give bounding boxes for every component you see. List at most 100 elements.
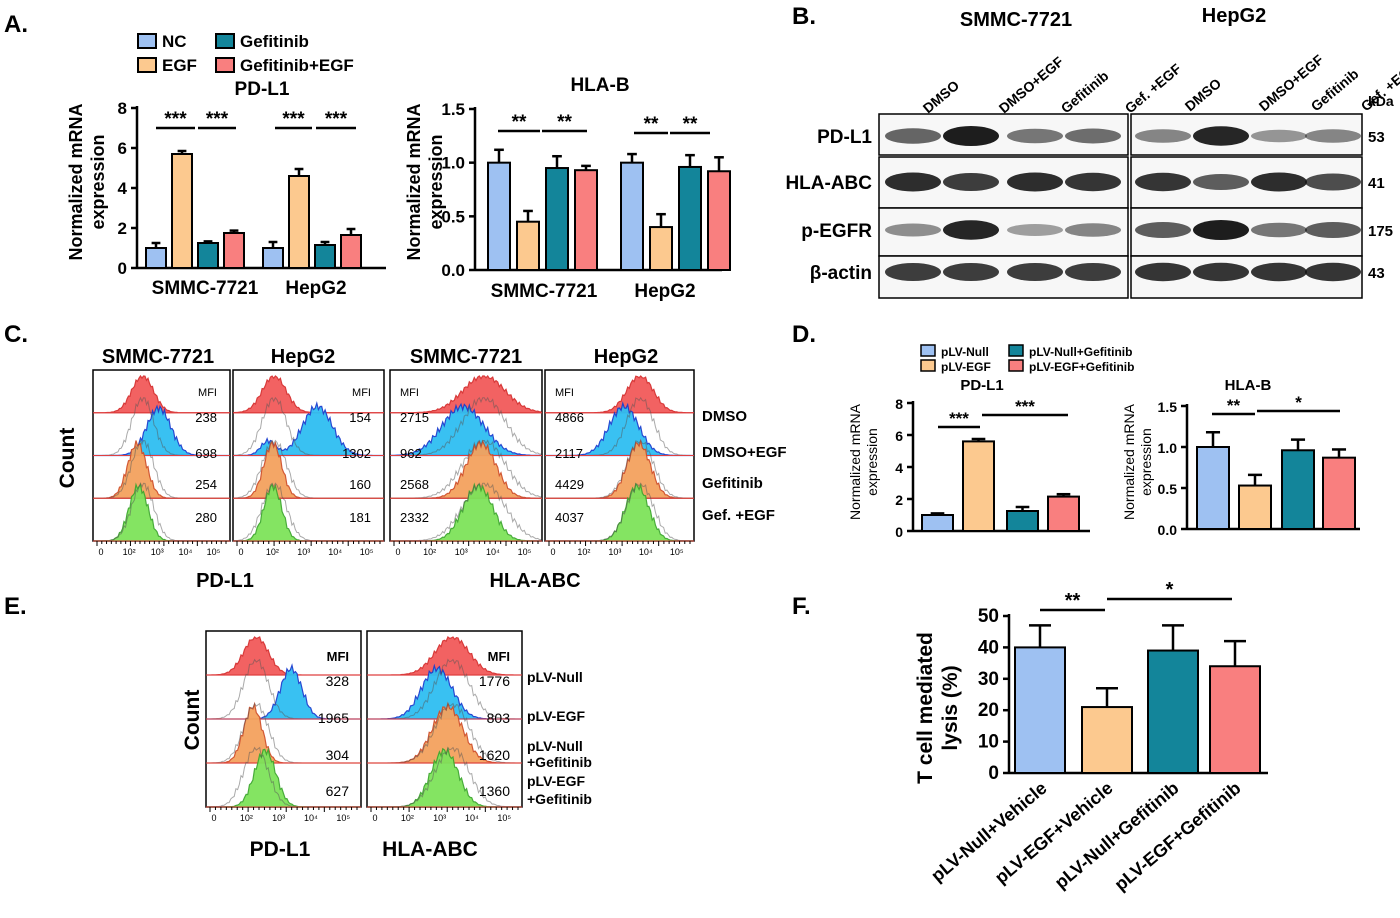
y-axis-label: expression [88, 134, 108, 229]
x-tick-label: 10⁴ [465, 813, 479, 823]
mfi-header: MFI [488, 649, 510, 664]
bar-D1-3 [1322, 456, 1356, 530]
bar-D0-1 [962, 440, 995, 532]
mfi-value: 962 [400, 446, 422, 461]
blot-band [1251, 262, 1307, 282]
legend-swatch [215, 33, 235, 49]
blot-band [1135, 172, 1191, 192]
significance-label: *** [164, 109, 187, 130]
panel-letter: F. [792, 593, 811, 620]
significance-label: ** [512, 112, 527, 133]
group-label: HepG2 [285, 278, 346, 299]
panel-letter: B. [792, 3, 816, 30]
blot-band [1007, 224, 1063, 236]
condition-label: pLV-Null [527, 738, 583, 754]
bar-A1-5 [649, 226, 673, 271]
protein-label: p-EGFR [801, 221, 872, 242]
x-tick-label: 0 [550, 547, 555, 557]
condition-label: Gefitinib [702, 475, 763, 492]
bar-F-3 [1209, 665, 1261, 774]
legend-label: EGF [162, 56, 197, 75]
blot-band [1007, 172, 1063, 192]
flow-plot-title: SMMC-7721 [410, 346, 522, 368]
blot-band [885, 172, 941, 192]
x-axis-label: PD-L1 [250, 838, 311, 861]
mfi-value: 1360 [479, 783, 510, 799]
x-tick-label: 10² [240, 813, 253, 823]
x-tick-label: 10³ [608, 547, 621, 557]
significance-label: * [1166, 579, 1174, 601]
y-tick-label: 0.0 [1158, 522, 1178, 538]
y-tick-label: 6 [895, 428, 903, 444]
bar-D0-2 [1006, 510, 1039, 532]
protein-label: β-actin [810, 263, 872, 284]
blot-band [1065, 128, 1121, 144]
mfi-value: 4037 [555, 510, 584, 525]
mfi-value: 1620 [479, 747, 510, 763]
x-tick-label: 10² [401, 813, 414, 823]
blot-strip [878, 207, 1129, 257]
panel-letter: C. [4, 321, 28, 348]
bar-D1-2 [1281, 449, 1315, 530]
y-axis-label: expression [864, 428, 880, 496]
x-tick-label: 0 [98, 547, 103, 557]
x-tick-label: 10² [123, 547, 136, 557]
blot-band [1305, 173, 1361, 191]
mfi-value: 280 [195, 510, 217, 525]
legend-swatch [137, 57, 157, 73]
bar-A1-3 [574, 169, 598, 271]
y-tick-label: 10 [978, 732, 999, 753]
x-tick-label: 10² [266, 547, 279, 557]
kda-label: 41 [1368, 175, 1385, 192]
condition-label: pLV-EGF [527, 708, 586, 724]
y-tick-label: 2 [118, 219, 127, 238]
flow-plot-title: SMMC-7721 [102, 346, 214, 368]
bar-A0-4 [262, 247, 284, 269]
y-tick-label: 6 [118, 139, 127, 158]
bar-A0-7 [340, 234, 362, 269]
legend-label: pLV-EGF+Gefitinib [1029, 360, 1134, 374]
kda-label: 53 [1368, 129, 1385, 146]
y-tick-label: 0 [118, 259, 127, 278]
legend-label: NC [162, 32, 187, 51]
blot-band [943, 126, 999, 146]
protein-label: HLA-ABC [785, 173, 872, 194]
blot-band [1193, 220, 1249, 240]
blot-cell-line: HepG2 [1202, 5, 1266, 27]
blot-cell-line: SMMC-7721 [960, 9, 1072, 31]
significance-label: ** [1065, 590, 1081, 612]
condition-label: +Gefitinib [527, 791, 592, 807]
mfi-value: 1302 [342, 446, 371, 461]
x-tick-label: 10² [423, 547, 436, 557]
x-tick-label: 10⁴ [639, 547, 653, 557]
legend-swatch [137, 33, 157, 49]
chart-title: PD-L1 [960, 377, 1003, 394]
y-tick-label: 0 [895, 524, 903, 540]
y-tick-label: 40 [978, 637, 999, 658]
y-axis-label: Count [56, 428, 79, 489]
mfi-header: MFI [400, 387, 419, 399]
blot-band [1193, 262, 1249, 282]
lane-label: Gefitinib [1308, 66, 1362, 115]
x-tick-label: 10² [577, 547, 590, 557]
bar-A1-0 [487, 161, 511, 272]
group-label: SMMC-7721 [491, 281, 598, 302]
bar-A0-1 [171, 153, 193, 269]
bar-D1-0 [1196, 446, 1230, 530]
mfi-header: MFI [352, 387, 371, 399]
x-tick-label: 0 [211, 813, 216, 823]
mfi-value: 2568 [400, 477, 429, 492]
mfi-value: 304 [326, 747, 350, 763]
x-tick-label: 10³ [151, 547, 164, 557]
y-axis-label: Normalized mRNA [847, 403, 863, 520]
kda-header: kDa [1368, 93, 1394, 109]
mfi-value: 2117 [555, 446, 583, 461]
group-label: HepG2 [634, 281, 695, 302]
legend-swatch [215, 57, 235, 73]
mfi-value: 328 [326, 673, 350, 689]
y-tick-label: 8 [118, 99, 127, 118]
legend-label: pLV-Null+Gefitinib [1029, 345, 1132, 359]
blot-band [1007, 263, 1063, 281]
x-tick-label: 10³ [272, 813, 285, 823]
